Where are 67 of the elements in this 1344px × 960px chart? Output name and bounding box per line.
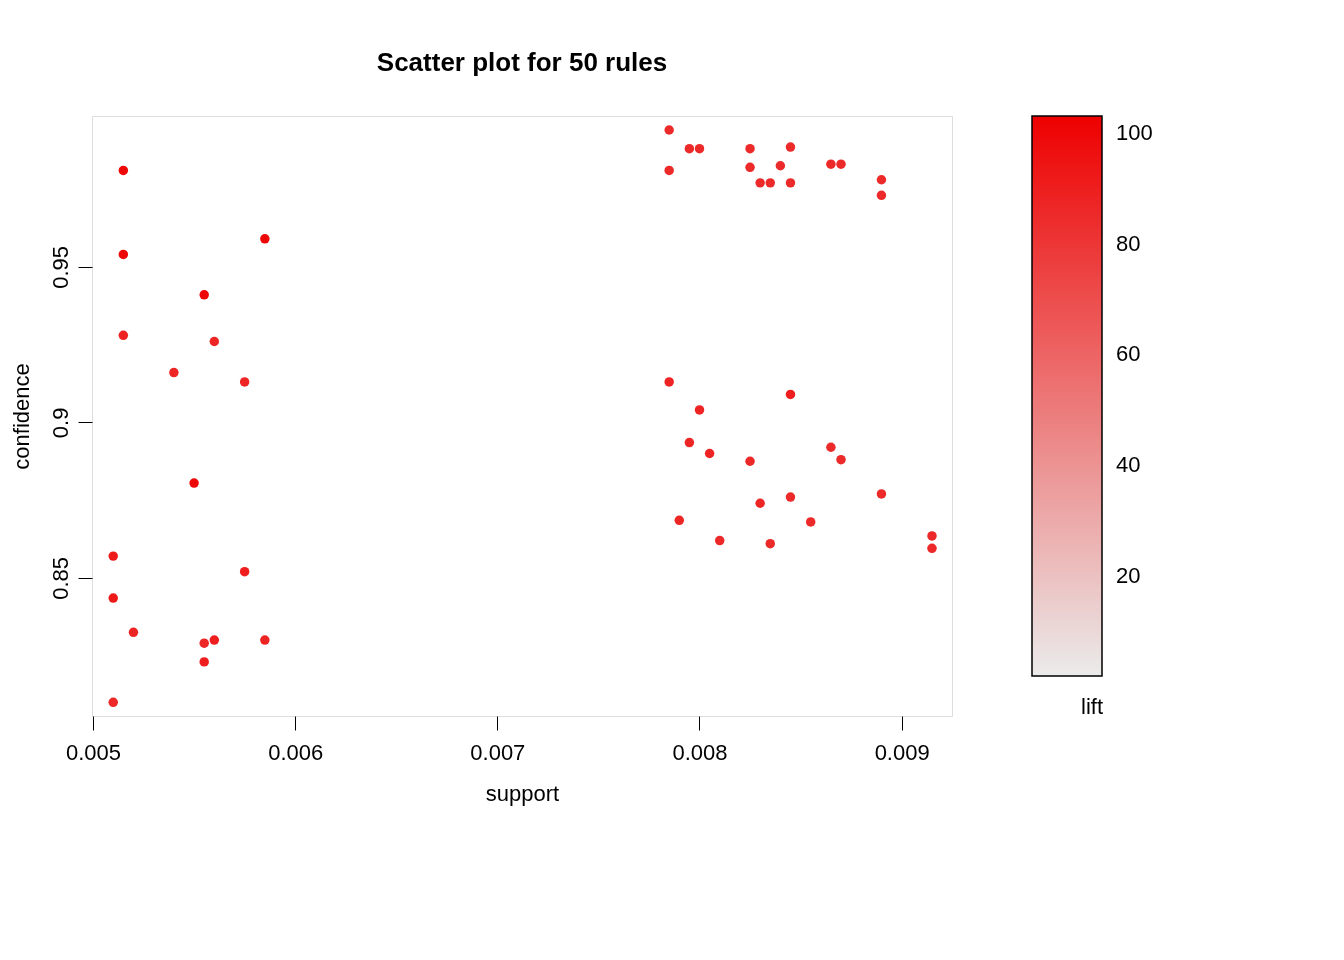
point [876, 190, 887, 201]
point [826, 159, 836, 169]
point [826, 442, 836, 452]
y-tick-label: 0.9 [47, 407, 73, 439]
point [785, 492, 796, 502]
point [664, 165, 674, 176]
color-bar-label: 40 [1116, 452, 1141, 478]
point [260, 234, 270, 244]
point [694, 143, 705, 154]
point [785, 389, 796, 400]
point [128, 627, 139, 638]
point [260, 635, 270, 645]
point [745, 456, 755, 466]
point [684, 143, 695, 154]
point [239, 377, 250, 387]
color-bar-label: 20 [1116, 563, 1141, 589]
point [199, 638, 209, 648]
point [118, 249, 129, 260]
x-tick-label: 0.009 [874, 739, 930, 765]
point [765, 538, 775, 549]
point [118, 330, 129, 341]
point [118, 165, 129, 176]
point [239, 566, 250, 577]
point [775, 161, 786, 171]
y-tick-label: 0.85 [47, 556, 73, 600]
point [694, 405, 705, 415]
y-tick-label: 0.95 [47, 245, 73, 289]
point [704, 448, 715, 459]
point [755, 498, 765, 508]
point [876, 175, 887, 185]
point [785, 142, 796, 152]
x-axis-title: support [485, 780, 560, 806]
point [745, 143, 755, 154]
point [785, 178, 796, 188]
point [199, 657, 209, 667]
point [684, 437, 695, 448]
x-tick-label: 0.007 [470, 739, 526, 765]
point [805, 517, 816, 527]
point [755, 178, 765, 188]
point [209, 336, 220, 347]
point [876, 489, 887, 499]
point [169, 367, 179, 378]
point [664, 125, 674, 135]
color-bar-label: 100 [1116, 119, 1153, 145]
point [108, 551, 118, 561]
color-bar-label: 60 [1116, 341, 1141, 367]
color-bar-label: 80 [1116, 230, 1141, 256]
y-axis-title: confidence [8, 363, 34, 470]
point [836, 454, 846, 465]
x-tick-label: 0.005 [65, 739, 122, 765]
point [108, 593, 118, 603]
point [108, 697, 118, 708]
point [927, 543, 937, 554]
point [199, 290, 209, 300]
point [714, 535, 725, 546]
point [674, 515, 685, 526]
point [209, 635, 220, 645]
chart-title: Scatter plot for 50 rules [376, 47, 668, 77]
point [745, 162, 755, 173]
point [189, 478, 199, 488]
point [664, 377, 674, 387]
x-tick-label: 0.006 [268, 739, 324, 765]
point [927, 531, 937, 541]
x-tick-label: 0.008 [672, 739, 728, 765]
point [836, 159, 846, 169]
point [765, 178, 775, 188]
color-bar-title: lift [1081, 694, 1103, 719]
